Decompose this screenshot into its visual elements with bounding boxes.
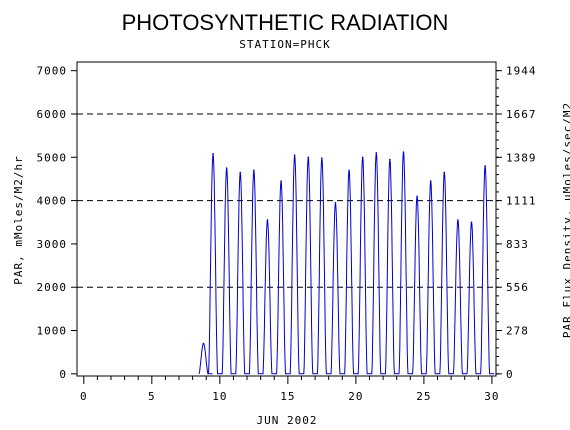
y2-tick-label: 556 — [506, 281, 529, 294]
daily-peak-point — [429, 180, 432, 182]
daily-peak-point — [348, 169, 350, 172]
y-tick-label: 7000 — [37, 65, 68, 78]
x-tick-label: 10 — [212, 390, 227, 403]
y-tick-label: 0 — [59, 368, 67, 381]
daily-peak-point — [457, 219, 459, 221]
plot-area-frame — [76, 61, 497, 377]
daily-peak-point — [484, 165, 486, 167]
daily-peak-point — [253, 169, 255, 172]
y2-tick-label: 1667 — [506, 108, 537, 121]
y2-tick-label: 0 — [506, 368, 514, 381]
y-tick-label: 2000 — [37, 281, 68, 294]
daily-peak-point — [212, 153, 214, 155]
y-axis-label: PAR, mMoles/M2/hr — [12, 155, 25, 285]
x-tick-label: 25 — [416, 390, 431, 403]
y2-tick-label: 833 — [506, 238, 529, 251]
daily-peak-point — [266, 219, 269, 221]
y2-axis-label: PAR Flux Density, uMoles/sec/M2 — [561, 102, 570, 338]
x-tick-label: 30 — [484, 390, 499, 403]
y-tick-label: 6000 — [37, 108, 68, 121]
x-axis-label: JUN 2002 — [257, 414, 318, 427]
chart-title: PHOTOSYNTHETIC RADIATION — [122, 10, 449, 35]
y2-tick-label: 1944 — [506, 65, 537, 78]
daily-peak-point — [225, 167, 228, 169]
daily-peak-point — [280, 180, 282, 182]
daily-peak-point — [375, 152, 378, 154]
axis-ticks: 0 1000 2000 3000 4000 5000 6000 7000 0 278 556 833 1… — [37, 65, 537, 403]
series-group — [198, 151, 495, 375]
daily-peak-point — [443, 171, 446, 174]
y-tick-label: 1000 — [37, 325, 68, 338]
x-tick-label: 5 — [148, 390, 156, 403]
y2-tick-label: 278 — [506, 325, 529, 338]
chart-subtitle: STATION=PHCK — [239, 38, 330, 51]
daily-peak-point — [307, 156, 310, 159]
daily-peak-point — [321, 157, 323, 159]
daily-peak-point — [293, 154, 296, 156]
y2-tick-label: 1111 — [506, 195, 537, 208]
y-tick-label: 3000 — [37, 238, 68, 251]
daily-peak-point — [202, 342, 205, 345]
daily-peak-point — [361, 156, 364, 159]
y2-tick-label: 1389 — [506, 151, 537, 164]
daily-peak-point — [334, 201, 337, 204]
x-tick-label: 20 — [348, 390, 363, 403]
daily-peak-point — [470, 221, 473, 224]
daily-peak-point — [416, 195, 418, 198]
daily-peak-point — [239, 171, 242, 174]
y-tick-label: 4000 — [37, 195, 68, 208]
par-series-line — [198, 152, 495, 375]
daily-peak-point — [402, 151, 405, 153]
daily-peak-point — [389, 158, 391, 161]
y-tick-label: 5000 — [37, 151, 68, 164]
x-tick-label: 15 — [280, 390, 295, 403]
x-tick-label: 0 — [80, 390, 88, 403]
